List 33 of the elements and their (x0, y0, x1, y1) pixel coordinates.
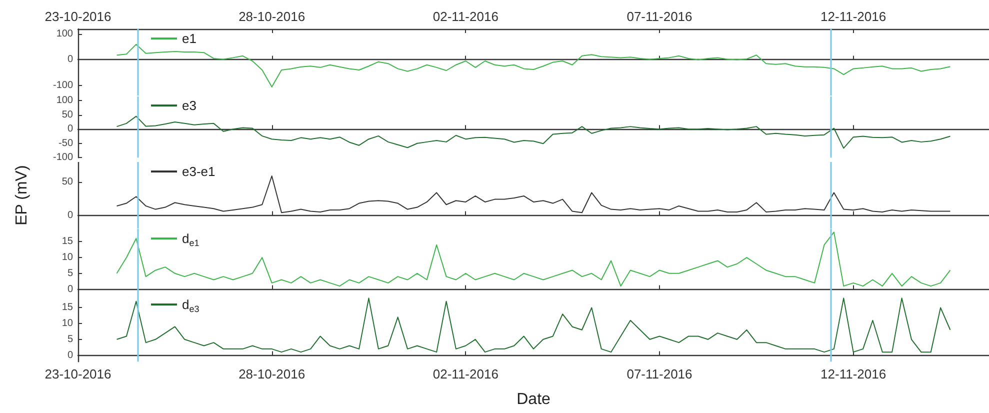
x-tick-label: 07-11-2016 (626, 366, 692, 382)
y-tick-label: -100 (52, 152, 74, 163)
y-axis-title: EP (mV) (14, 165, 30, 226)
y-tick-label: 50 (62, 108, 74, 120)
x2-tick-label: 23-10-2016 (44, 9, 112, 24)
x2-tick-label: 02-11-2016 (432, 9, 498, 24)
y-tick-label: 0 (67, 123, 74, 134)
legend-label: e3 (182, 98, 196, 113)
x-tick-label: 23-10-2016 (44, 366, 112, 382)
y-tick-label: 100 (56, 94, 74, 106)
x2-tick-label: 12-11-2016 (820, 9, 886, 24)
y-tick-label: 0 (67, 210, 74, 221)
x2-tick-label: 28-10-2016 (238, 9, 306, 24)
y-tick-label: 0 (67, 284, 74, 295)
y-tick-label: 0 (67, 350, 74, 362)
x-tick-label: 02-11-2016 (432, 366, 498, 382)
y-tick-label: 0 (67, 54, 74, 66)
y-tick-label: 15 (62, 236, 74, 247)
legend-label: e3-e1 (182, 164, 216, 180)
x2-tick-label: 07-11-2016 (626, 9, 692, 24)
y-tick-label: 15 (62, 302, 74, 314)
y-tick-label: 50 (62, 176, 74, 188)
y-tick-label: 10 (62, 252, 74, 263)
x-tick-label: 28-10-2016 (238, 366, 306, 382)
y-tick-label: 5 (67, 268, 74, 279)
y-tick-label: 100 (56, 28, 74, 40)
y-tick-label: -50 (58, 137, 74, 148)
y-tick-label: 5 (67, 334, 74, 346)
x-tick-label: 12-11-2016 (820, 366, 886, 382)
y-tick-label: 10 (62, 318, 74, 330)
x-axis-title: Date (516, 391, 550, 408)
legend-label: e1 (182, 31, 196, 46)
y-tick-label: -100 (52, 80, 74, 91)
